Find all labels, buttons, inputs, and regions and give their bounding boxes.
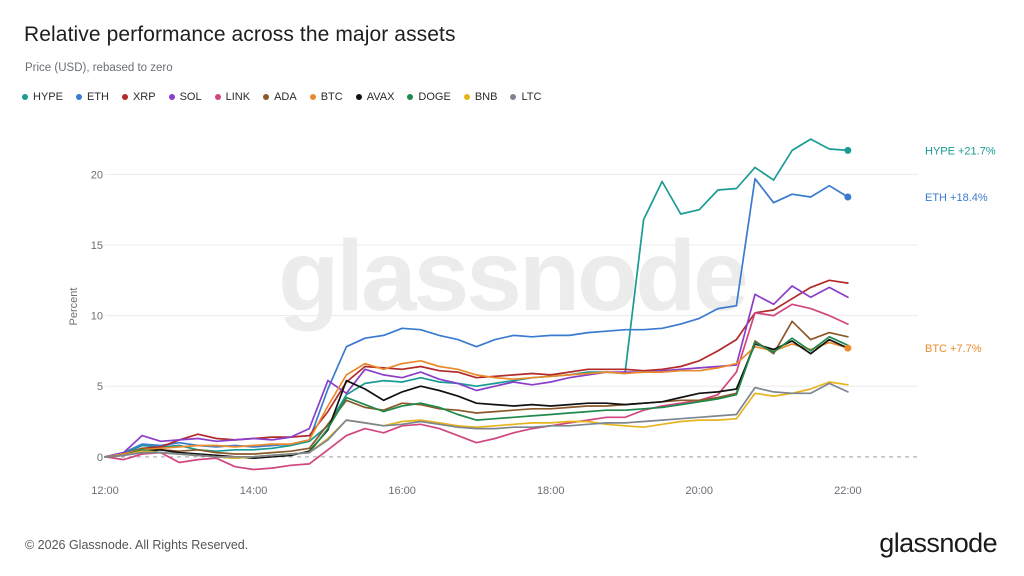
legend-label: LINK	[225, 91, 251, 103]
legend-dot-icon	[510, 94, 517, 100]
chart-subtitle: Price (USD), rebased to zero	[25, 62, 173, 74]
end-marker-hype	[844, 146, 852, 154]
legend-dot-icon	[121, 94, 128, 100]
legend-label: DOGE	[418, 91, 451, 103]
legend-item-ada[interactable]: ADA	[263, 91, 297, 103]
legend-label: ETH	[86, 91, 109, 103]
legend-dot-icon	[168, 94, 175, 100]
legend-label: BTC	[320, 91, 343, 103]
legend-label: AVAX	[366, 91, 395, 103]
end-marker-eth	[844, 193, 852, 201]
end-label-btc: BTC +7.7%	[925, 343, 982, 355]
chart-legend: HYPE ETH XRP SOL LINK ADA BTC AVAX DOGE BNB LTC	[22, 91, 554, 103]
legend-item-avax[interactable]: AVAX	[355, 91, 395, 103]
chart-title: Relative performance across the major as…	[24, 23, 456, 46]
legend-dot-icon	[75, 94, 82, 100]
legend-dot-icon	[214, 94, 221, 100]
legend-label: SOL	[179, 91, 202, 103]
legend-dot-icon	[263, 94, 270, 100]
legend-item-eth[interactable]: ETH	[75, 91, 109, 103]
y-tick-label: 15	[91, 240, 103, 252]
legend-item-link[interactable]: LINK	[214, 91, 251, 103]
legend-dot-icon	[22, 94, 28, 100]
series-line-btc	[104, 341, 849, 458]
series-line-link	[104, 303, 849, 471]
copyright-text: © 2026 Glassnode. All Rights Reserved.	[25, 538, 249, 552]
legend-label: HYPE	[33, 91, 63, 103]
x-tick-label: 12:00	[91, 485, 119, 497]
x-tick-label: 14:00	[240, 485, 268, 497]
y-tick-label: 0	[97, 452, 103, 464]
legend-item-xrp[interactable]: XRP	[121, 91, 156, 103]
x-tick-label: 16:00	[388, 485, 416, 497]
x-tick-label: 18:00	[537, 485, 565, 497]
y-tick-label: 5	[97, 381, 103, 393]
legend-item-doge[interactable]: DOGE	[407, 91, 451, 103]
legend-label: XRP	[132, 91, 156, 103]
series-line-doge	[104, 335, 849, 460]
y-tick-label: 10	[91, 311, 103, 323]
legend-dot-icon	[463, 94, 470, 100]
end-label-eth: ETH +18.4%	[925, 192, 988, 204]
y-axis-label: Percent	[68, 288, 80, 326]
y-tick-label: 20	[91, 169, 103, 181]
series-line-bnb	[104, 381, 849, 460]
legend-item-sol[interactable]: SOL	[168, 91, 202, 103]
brand-logo: glassnode	[879, 528, 997, 558]
legend-label: ADA	[274, 91, 297, 103]
legend-dot-icon	[309, 94, 316, 100]
legend-item-ltc[interactable]: LTC	[510, 91, 541, 103]
legend-dot-icon	[407, 94, 414, 100]
watermark-text: glassnode	[278, 220, 746, 332]
series-line-xrp	[104, 279, 849, 458]
legend-dot-icon	[355, 94, 362, 100]
series-line-ltc	[104, 382, 849, 458]
x-tick-label: 20:00	[686, 485, 714, 497]
series-line-avax	[104, 338, 849, 460]
x-tick-label: 22:00	[834, 485, 862, 497]
legend-item-btc[interactable]: BTC	[309, 91, 343, 103]
legend-label: BNB	[474, 91, 498, 103]
end-label-hype: HYPE +21.7%	[925, 145, 996, 157]
series-line-hype	[104, 138, 849, 458]
legend-label: LTC	[521, 91, 542, 103]
series-line-ada	[104, 320, 849, 458]
legend-item-bnb[interactable]: BNB	[463, 91, 498, 103]
end-marker-btc	[844, 344, 852, 352]
legend-item-hype[interactable]: HYPE	[22, 91, 63, 103]
